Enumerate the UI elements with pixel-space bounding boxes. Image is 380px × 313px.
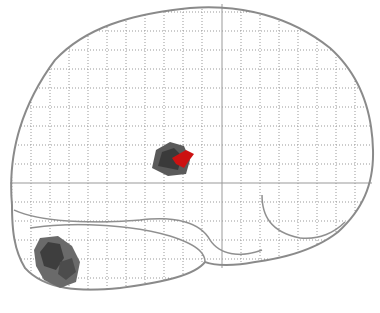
activation-cluster <box>152 142 194 176</box>
page <box>0 0 380 313</box>
glass-brain-view <box>0 0 380 313</box>
brainstem-line <box>262 195 345 238</box>
